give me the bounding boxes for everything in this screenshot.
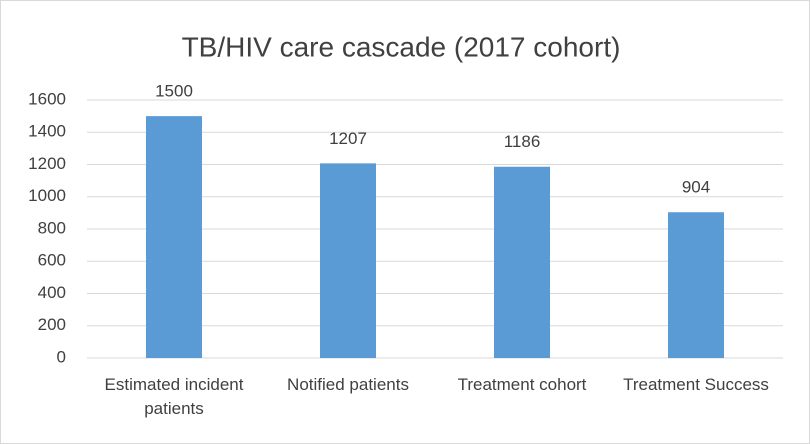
x-tick-label: Notified patients <box>287 375 409 394</box>
chart-title: TB/HIV care cascade (2017 cohort) <box>182 31 621 62</box>
value-label: 1186 <box>504 132 541 151</box>
bar <box>668 212 724 358</box>
value-label: 1207 <box>329 129 367 148</box>
y-tick-label: 600 <box>38 251 66 270</box>
x-tick-label: Estimated incident patients <box>104 375 244 418</box>
y-tick-label: 200 <box>38 315 66 334</box>
bar <box>146 116 202 358</box>
y-tick-label: 1600 <box>28 89 66 108</box>
y-tick-label: 800 <box>38 218 66 237</box>
value-label: 1500 <box>155 82 193 101</box>
bar <box>494 166 550 358</box>
value-label: 904 <box>682 178 710 197</box>
x-tick-label: Treatment Success <box>623 375 769 394</box>
x-tick-label: Treatment cohort <box>457 375 587 394</box>
y-tick-label: 1200 <box>28 154 66 173</box>
y-tick-label: 1000 <box>28 186 66 205</box>
bar <box>320 163 376 358</box>
y-tick-label: 400 <box>38 283 66 302</box>
y-tick-label: 0 <box>57 347 66 366</box>
y-tick-label: 1400 <box>28 122 66 141</box>
